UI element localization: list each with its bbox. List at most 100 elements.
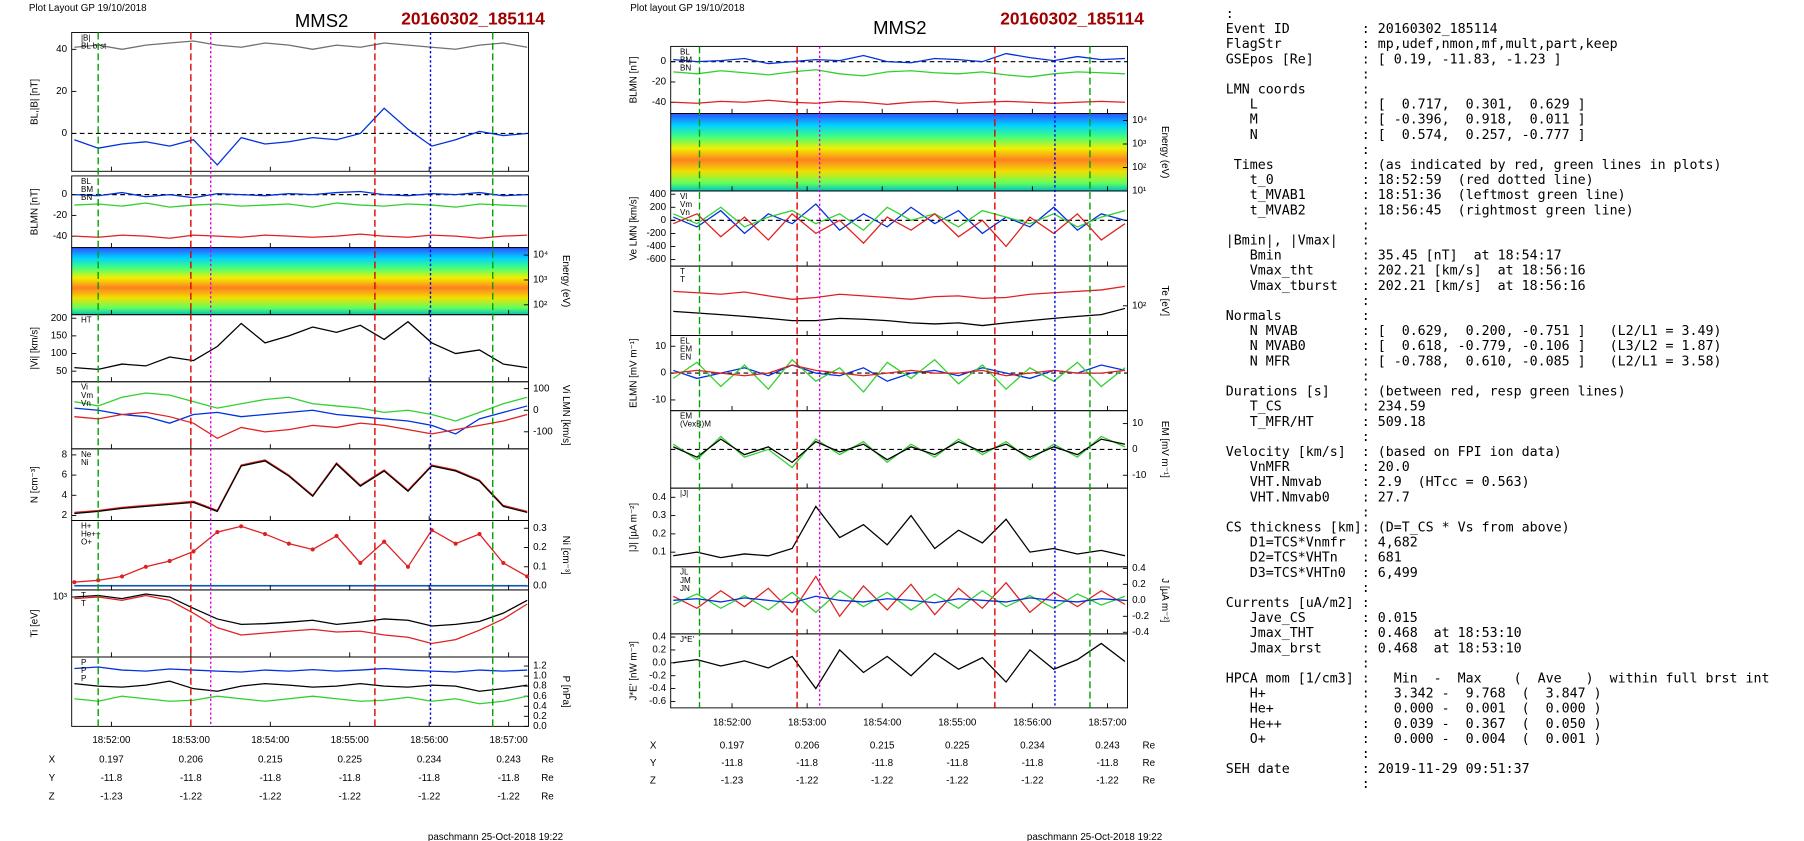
- series-dot: [262, 531, 268, 537]
- y-tick-label: 0: [533, 405, 539, 416]
- series-dot: [525, 574, 530, 579]
- y-tick-label: -10: [1132, 470, 1147, 481]
- orbit-unit: Re: [541, 792, 554, 803]
- series-line: [74, 320, 528, 371]
- orbit-value: -11.8: [418, 773, 440, 784]
- info-line: Durations [s] : (between red, resp green…: [1226, 385, 1626, 400]
- series-line: [672, 575, 1126, 618]
- y-tick-label: 0: [62, 128, 68, 139]
- orbit-value: -1.22: [259, 792, 281, 803]
- info-line: VnMFR : 20.0: [1226, 460, 1410, 475]
- info-line: :: [1226, 294, 1370, 309]
- y-axis-label: Ni [cm⁻³]: [560, 536, 571, 575]
- info-line: |Bmin|, |Vmax| :: [1226, 234, 1370, 249]
- info-line: :: [1226, 430, 1370, 445]
- info-line: :: [1226, 67, 1370, 82]
- orbit-value: -11.8: [1022, 758, 1044, 769]
- y-tick-label: 0.3: [652, 510, 666, 521]
- info-line: :: [1226, 747, 1370, 762]
- y-tick-label: 0.2: [1132, 579, 1146, 590]
- series-line: [74, 190, 528, 199]
- orbit-value: -1.22: [946, 775, 968, 786]
- series-dot: [405, 564, 411, 569]
- panel-frame: [71, 656, 529, 727]
- y-tick-label: 10³: [53, 592, 68, 603]
- legend-entry: O+: [81, 538, 92, 547]
- x-tick-label: 18:57:00: [1088, 717, 1127, 728]
- info-line: N MVAB0 : [ 0.618, -0.779, -0.106 ] (L3/…: [1226, 339, 1722, 354]
- x-tick-label: 18:52:00: [92, 735, 131, 746]
- y-tick-label: 0.0: [652, 657, 666, 668]
- series-line: [672, 358, 1126, 393]
- series-line: [673, 307, 1126, 327]
- y-axis-label: Energy (eV): [1159, 126, 1170, 178]
- series-dot: [191, 549, 196, 554]
- series-line: [74, 107, 528, 166]
- legend-entry: P: [81, 666, 86, 675]
- legend-entry: BL: [81, 177, 91, 186]
- orbit-unit: Re: [1143, 775, 1156, 786]
- y-tick-label: 0.4: [652, 632, 666, 643]
- orbit-value: 0.225: [337, 755, 362, 766]
- legend-entry: BM: [680, 55, 692, 64]
- y-tick-label: 0: [1132, 444, 1138, 455]
- y-tick-label: 0.0: [533, 581, 547, 592]
- legend-entry: |B|: [81, 33, 91, 42]
- orbit-value: -1.23: [721, 775, 744, 786]
- series-line: [74, 666, 528, 673]
- info-line: D1=TCS*Vnmfr : 4,682: [1226, 536, 1418, 551]
- info-line: N : [ 0.574, 0.257, -0.777 ]: [1226, 128, 1586, 143]
- info-line: t_0 : 18:52:59 (red dotted line): [1226, 173, 1594, 188]
- info-line: HPCA mom [1/cm3] : Min - Max ( Ave ) wit…: [1226, 671, 1770, 686]
- x-tick-label: 18:52:00: [713, 717, 752, 728]
- series-dot: [215, 530, 220, 535]
- legend-entry: J*E': [680, 635, 695, 644]
- y-tick-label: 0: [661, 215, 667, 226]
- y-tick-label: 1.2: [533, 661, 547, 672]
- series-dot: [119, 574, 125, 579]
- y-tick-label: 8: [62, 449, 68, 460]
- y-tick-label: -40: [53, 231, 68, 242]
- orbit-value: 0.197: [720, 741, 745, 752]
- info-line: VHT.Nmvab : 2.9 (HTcc = 0.563): [1226, 475, 1530, 490]
- panel-frame: [670, 633, 1128, 709]
- x-tick-label: 18:53:00: [788, 717, 827, 728]
- legend-entry: EM: [680, 412, 692, 421]
- orbit-value: -1.23: [100, 792, 123, 803]
- orbit-value: -11.8: [339, 773, 361, 784]
- y-axis-label: J [µA m⁻²]: [1159, 578, 1170, 622]
- y-tick-label: -400: [646, 241, 666, 252]
- plot-header: Plot layout GP 19/10/2018: [630, 3, 745, 14]
- legend-entry: T: [680, 267, 685, 276]
- orbit-value: -11.8: [871, 758, 893, 769]
- panel-frame: [71, 314, 529, 383]
- panel-frame: [71, 381, 529, 450]
- y-axis-label: |Vi| [km/s]: [29, 327, 40, 370]
- series-dot: [143, 564, 148, 569]
- series-line: [673, 206, 1126, 231]
- info-line: Bmin : 35.45 [nT] at 18:54:17: [1226, 249, 1562, 264]
- y-tick-label: -100: [533, 426, 553, 437]
- spectrogram: [670, 113, 1128, 191]
- info-line: L : [ 0.717, 0.301, 0.629 ]: [1226, 98, 1586, 113]
- series-dot: [286, 541, 291, 546]
- info-line: GSEpos [Re] : [ 0.19, -11.83, -1.23 ]: [1226, 52, 1562, 67]
- info-line: Vmax_tburst : 202.21 [km/s] at 18:56:16: [1226, 279, 1586, 294]
- y-tick-label: 0.8: [533, 681, 547, 692]
- series-line: [673, 203, 1126, 235]
- orbit-value: -1.22: [871, 775, 893, 786]
- y-tick-label: 10³: [533, 275, 548, 286]
- orbit-label: Y: [49, 773, 56, 784]
- series-line: [74, 593, 528, 627]
- orbit-label: Z: [49, 792, 55, 803]
- legend-entry: T: [680, 275, 685, 284]
- info-line: FlagStr : mp,udef,nmon,mf,mult,part,keep: [1226, 37, 1618, 52]
- series-dot: [477, 531, 482, 537]
- info-line: He+ : 0.000 - 0.001 ( 0.000 ): [1226, 702, 1602, 717]
- y-tick-label: 0.3: [533, 523, 547, 534]
- info-line: Event ID : 20160302_185114: [1226, 22, 1498, 37]
- orbit-value: -1.22: [339, 792, 361, 803]
- y-axis-label: EM [mV m⁻¹]: [1159, 421, 1170, 478]
- series-dot: [358, 560, 363, 566]
